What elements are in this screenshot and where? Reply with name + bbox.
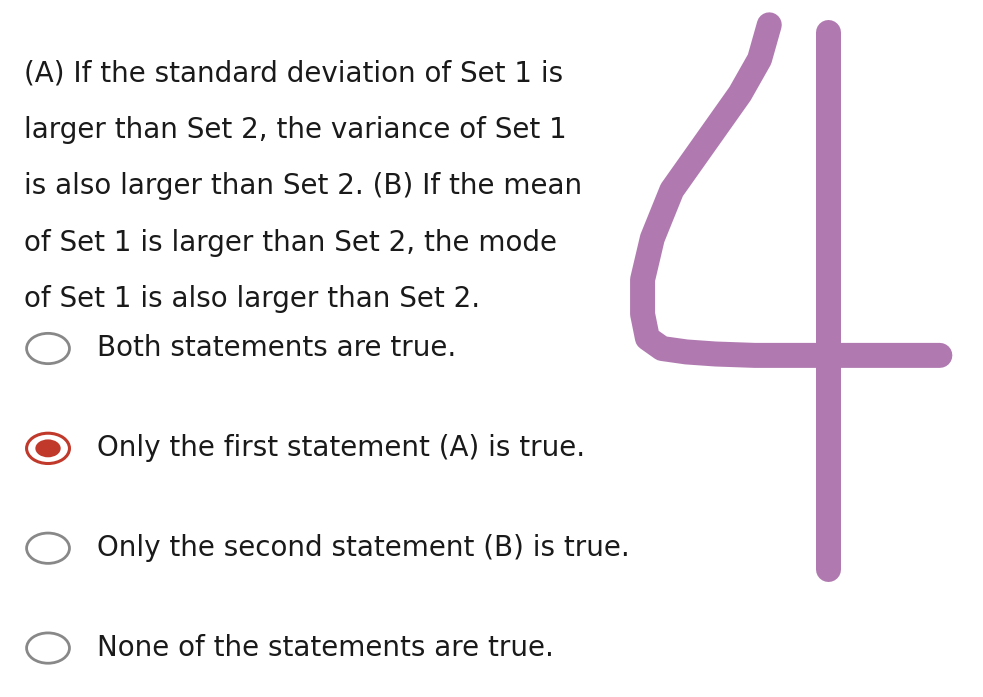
Circle shape [35,439,61,457]
Text: larger than Set 2, the variance of Set 1: larger than Set 2, the variance of Set 1 [24,116,566,144]
Text: Both statements are true.: Both statements are true. [96,335,456,362]
Text: of Set 1 is larger than Set 2, the mode: of Set 1 is larger than Set 2, the mode [24,229,556,256]
Text: is also larger than Set 2. (B) If the mean: is also larger than Set 2. (B) If the me… [24,172,582,200]
Text: (A) If the standard deviation of Set 1 is: (A) If the standard deviation of Set 1 i… [24,59,563,87]
Text: Only the first statement (A) is true.: Only the first statement (A) is true. [96,434,585,462]
Text: Only the second statement (B) is true.: Only the second statement (B) is true. [96,534,629,562]
Text: None of the statements are true.: None of the statements are true. [96,634,553,662]
Text: of Set 1 is also larger than Set 2.: of Set 1 is also larger than Set 2. [24,285,480,313]
